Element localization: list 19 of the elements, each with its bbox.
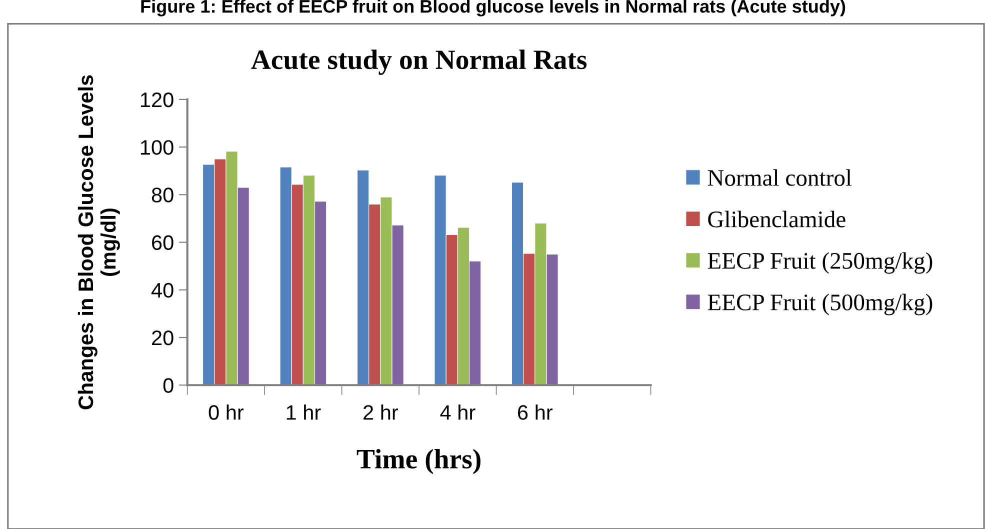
- chart-title: Acute study on Normal Rats: [251, 50, 587, 75]
- y-tick-label: 120: [140, 92, 174, 108]
- legend-label: EECP Fruit (250mg/kg): [708, 252, 932, 274]
- x-tick-label: 6 hr: [518, 404, 553, 420]
- x-tick-label: 1 hr: [286, 404, 321, 420]
- y-tick-label: 80: [152, 188, 174, 202]
- x-tick-label: 2 hr: [364, 404, 398, 420]
- legend-label: EECP Fruit (500mg/kg): [708, 294, 932, 316]
- legend-label: Glibenclamide: [708, 210, 846, 228]
- y-tick-label: 100: [140, 140, 174, 155]
- x-tick-label: 4 hr: [440, 404, 476, 420]
- y-axis-title: Changes in Blood Glucose Levels (mg/dl): [78, 75, 120, 410]
- y-tick-label: 0: [163, 378, 174, 393]
- x-axis-title: Time (hrs): [356, 448, 480, 474]
- legend-label: Normal control: [708, 169, 852, 186]
- y-tick-label: 40: [151, 282, 174, 298]
- y-tick-label: 20: [152, 330, 174, 346]
- y-tick-label: 60: [152, 235, 174, 250]
- x-tick-label: 0 hr: [208, 404, 244, 420]
